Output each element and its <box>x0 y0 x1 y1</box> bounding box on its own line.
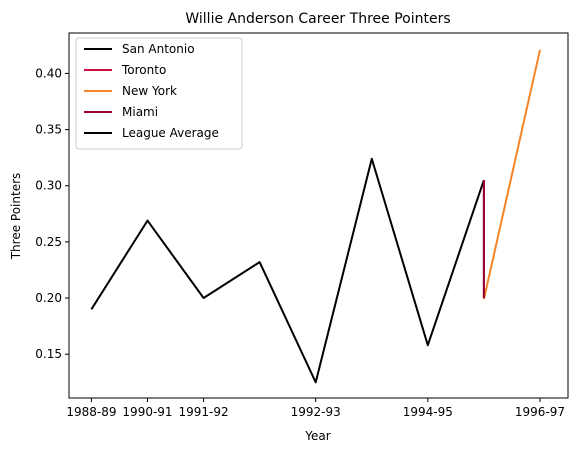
legend-label: League Average <box>122 126 219 140</box>
y-tick-label: 0.25 <box>35 235 62 249</box>
series-layer <box>90 49 541 384</box>
legend-label: Miami <box>122 105 158 119</box>
legend-label: Toronto <box>121 63 166 77</box>
x-tick-label: 1988-89 <box>66 405 116 419</box>
y-tick-label: 0.30 <box>35 179 62 193</box>
y-tick-label: 0.35 <box>35 123 62 137</box>
chart-title: Willie Anderson Career Three Pointers <box>185 11 450 27</box>
x-tick-label: 1996-97 <box>515 405 565 419</box>
y-tick-label: 0.20 <box>35 291 62 305</box>
x-axis-label: Year <box>304 429 330 443</box>
y-axis-ticks: 0.15 0.20 0.25 0.30 0.35 0.40 <box>35 66 69 361</box>
x-tick-label: 1992-93 <box>291 405 341 419</box>
x-axis-ticks: 1988-89 1990-91 1991-92 1992-93 1994-95 1996-… <box>66 398 565 419</box>
y-tick-label: 0.15 <box>35 347 62 361</box>
y-axis-label: Three Pointers <box>9 173 23 261</box>
x-tick-label: 1990-91 <box>122 405 172 419</box>
legend-box <box>75 37 243 150</box>
x-tick-label: 1991-92 <box>178 405 228 419</box>
legend-label: New York <box>122 84 177 98</box>
legend-label: San Antonio <box>122 42 195 56</box>
series-line-new-york <box>482 49 541 300</box>
x-tick-label: 1994-95 <box>403 405 453 419</box>
legend: San Antonio Toronto New York Miami League Av… <box>75 37 243 150</box>
y-tick-label: 0.40 <box>35 66 62 80</box>
series-line-san-antonio <box>90 157 485 384</box>
